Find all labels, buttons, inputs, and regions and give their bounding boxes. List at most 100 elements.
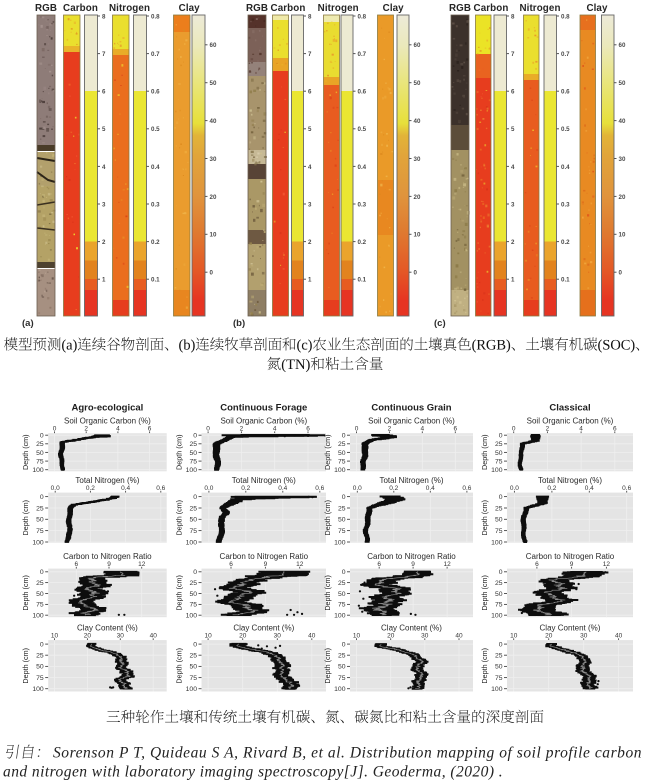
svg-text:Continuous Forage: Continuous Forage [220,403,307,414]
svg-text:0: 0 [193,433,197,440]
svg-text:75: 75 [189,528,197,535]
svg-text:0: 0 [40,641,44,648]
svg-text:6: 6 [306,425,310,432]
svg-text:75: 75 [189,602,197,609]
svg-text:25: 25 [189,580,197,587]
svg-text:Depth (cm): Depth (cm) [175,648,184,684]
svg-text:Clay: Clay [179,3,201,14]
svg-text:20: 20 [619,194,626,201]
svg-text:4: 4 [102,164,106,171]
svg-text:0.4: 0.4 [278,485,287,492]
svg-text:4: 4 [511,164,515,171]
svg-text:40: 40 [615,632,623,639]
svg-text:Clay: Clay [383,3,405,14]
svg-text:0: 0 [210,270,214,277]
svg-text:30: 30 [619,156,626,163]
svg-text:25: 25 [495,441,503,448]
svg-text:75: 75 [36,675,44,682]
svg-text:0: 0 [193,641,197,648]
svg-text:2: 2 [511,239,515,246]
svg-text:1: 1 [308,277,312,284]
svg-text:0: 0 [499,641,503,648]
svg-text:Carbon to Nitrogen Ratio: Carbon to Nitrogen Ratio [526,552,615,561]
svg-text:20: 20 [414,194,421,201]
svg-text:25: 25 [495,505,503,512]
svg-text:Depth (cm): Depth (cm) [480,575,489,611]
svg-text:50: 50 [338,517,346,524]
svg-text:40: 40 [308,632,316,639]
svg-text:2: 2 [240,425,244,432]
svg-text:75: 75 [36,528,44,535]
svg-text:(c): (c) [434,318,446,329]
svg-text:60: 60 [619,42,626,49]
svg-text:Depth (cm): Depth (cm) [480,648,489,684]
svg-text:Carbon: Carbon [474,3,509,14]
svg-text:100: 100 [334,539,346,546]
svg-text:100: 100 [491,539,503,546]
svg-text:Clay Content (%): Clay Content (%) [381,624,442,633]
svg-text:20: 20 [239,632,247,639]
svg-text:40: 40 [455,632,463,639]
svg-text:20: 20 [210,194,217,201]
svg-text:30: 30 [210,156,217,163]
svg-text:0.3: 0.3 [561,201,570,208]
svg-text:Clay Content (%): Clay Content (%) [540,624,601,633]
svg-text:0.6: 0.6 [315,485,324,492]
svg-text:Agro-ecological: Agro-ecological [72,403,144,414]
svg-text:12: 12 [138,561,146,568]
svg-text:Soil Organic Carbon (%): Soil Organic Carbon (%) [368,417,455,426]
svg-text:Sorenson P T, Quideau S A, Riv: Sorenson P T, Quideau S A, Rivard B, et … [53,745,642,762]
svg-text:100: 100 [32,613,44,620]
svg-text:2: 2 [308,239,312,246]
svg-text:Depth (cm): Depth (cm) [323,575,332,611]
svg-text:Depth (cm): Depth (cm) [323,500,332,536]
svg-text:0.2: 0.2 [561,239,570,246]
svg-text:75: 75 [189,458,197,465]
svg-text:Depth (cm): Depth (cm) [480,500,489,536]
svg-text:0: 0 [342,433,346,440]
svg-text:0.1: 0.1 [151,277,160,284]
svg-text:60: 60 [414,42,421,49]
svg-text:2: 2 [84,425,88,432]
svg-text:10: 10 [204,632,212,639]
svg-text:20: 20 [84,632,92,639]
svg-text:6: 6 [453,425,457,432]
svg-text:5: 5 [308,126,312,133]
svg-text:25: 25 [338,653,346,660]
svg-text:5: 5 [102,126,106,133]
svg-text:1: 1 [511,277,515,284]
svg-text:(b): (b) [233,318,245,329]
svg-text:0.4: 0.4 [426,485,435,492]
svg-text:Clay Content (%): Clay Content (%) [77,624,138,633]
svg-text:4: 4 [273,425,277,432]
svg-text:30: 30 [274,632,282,639]
svg-text:100: 100 [491,686,503,693]
svg-text:25: 25 [189,441,197,448]
svg-text:75: 75 [338,675,346,682]
svg-text:0: 0 [499,494,503,501]
svg-text:Nitrogen: Nitrogen [109,3,150,14]
svg-text:12: 12 [603,561,611,568]
svg-text:100: 100 [186,467,198,474]
svg-text:30: 30 [414,156,421,163]
svg-text:50: 50 [36,591,44,598]
svg-text:0.3: 0.3 [151,201,160,208]
svg-text:75: 75 [338,602,346,609]
svg-text:4: 4 [308,164,312,171]
svg-text:Depth (cm): Depth (cm) [175,434,184,470]
svg-text:0: 0 [342,569,346,576]
svg-text:6: 6 [613,425,617,432]
svg-text:5: 5 [511,126,515,133]
svg-text:6: 6 [148,425,152,432]
svg-text:Classical: Classical [549,403,590,414]
svg-text:0.7: 0.7 [151,51,160,58]
svg-text:RGB: RGB [35,3,57,14]
svg-text:Carbon: Carbon [271,3,306,14]
svg-text:0.7: 0.7 [358,51,367,58]
svg-text:25: 25 [36,441,44,448]
svg-text:50: 50 [495,450,503,457]
svg-text:3: 3 [511,201,515,208]
svg-text:0: 0 [40,569,44,576]
svg-text:0.6: 0.6 [358,89,367,96]
svg-text:50: 50 [619,80,626,87]
